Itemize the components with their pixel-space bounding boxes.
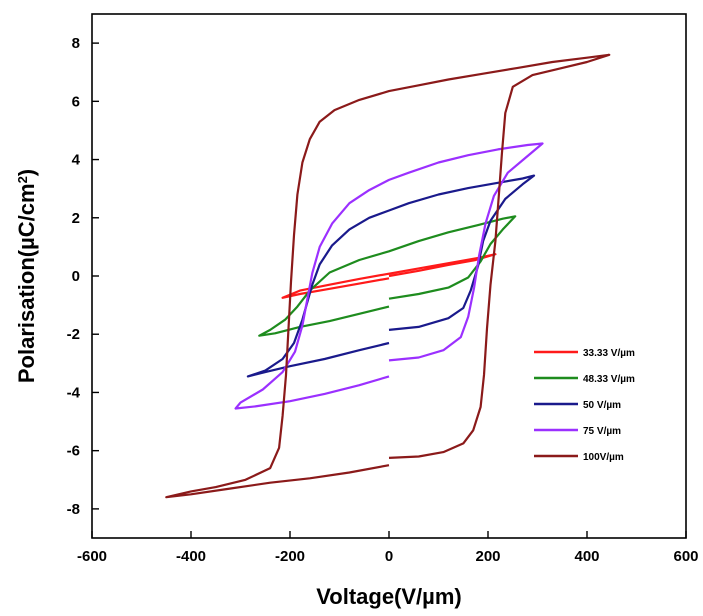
x-tick-label: -600: [77, 548, 107, 565]
y-axis-title: Polarisation(µC/cm2): [14, 169, 39, 383]
series-line-2: [258, 215, 517, 337]
legend-label-4: 75 V/µm: [583, 426, 621, 437]
y-tick-label: 2: [72, 210, 80, 227]
legend-label-2: 48.33 V/µm: [583, 374, 635, 385]
y-tick-label: 8: [72, 35, 80, 52]
legend: 33.33 V/µm 48.33 V/µm 50 V/µm 75 V/µm 100V/µ…: [534, 348, 635, 463]
y-tick-label: 6: [72, 93, 80, 110]
x-tick-label: 0: [385, 548, 393, 565]
x-tick-label: -200: [275, 548, 305, 565]
legend-label-1: 33.33 V/µm: [583, 348, 635, 359]
y-tick-label: 0: [72, 268, 80, 285]
y-axis-title-main: Polarisation(µC/cm: [14, 183, 39, 383]
y-tick-label: 4: [72, 152, 81, 169]
y-axis-title-close: ): [14, 169, 39, 176]
series-layer: [165, 53, 611, 499]
axis-ticks: -600 -400 -200 0 200 400 600 -8 -6 -4 -2 0 2 4 6 8: [67, 35, 699, 565]
y-tick-label: -8: [67, 501, 80, 518]
legend-label-3: 50 V/µm: [583, 400, 621, 411]
y-tick-label: -4: [67, 384, 81, 401]
series-line-4: [234, 142, 544, 410]
x-tick-label: 200: [475, 548, 500, 565]
y-tick-label: -6: [67, 443, 80, 460]
x-axis-title: Voltage(V/µm): [316, 584, 462, 609]
x-tick-label: 600: [673, 548, 698, 565]
y-tick-label: -2: [67, 326, 80, 343]
legend-label-5: 100V/µm: [583, 452, 624, 463]
y-axis-title-sup: 2: [15, 176, 30, 183]
series-line-5: [165, 53, 611, 499]
x-tick-label: 400: [574, 548, 599, 565]
x-tick-label: -400: [176, 548, 206, 565]
